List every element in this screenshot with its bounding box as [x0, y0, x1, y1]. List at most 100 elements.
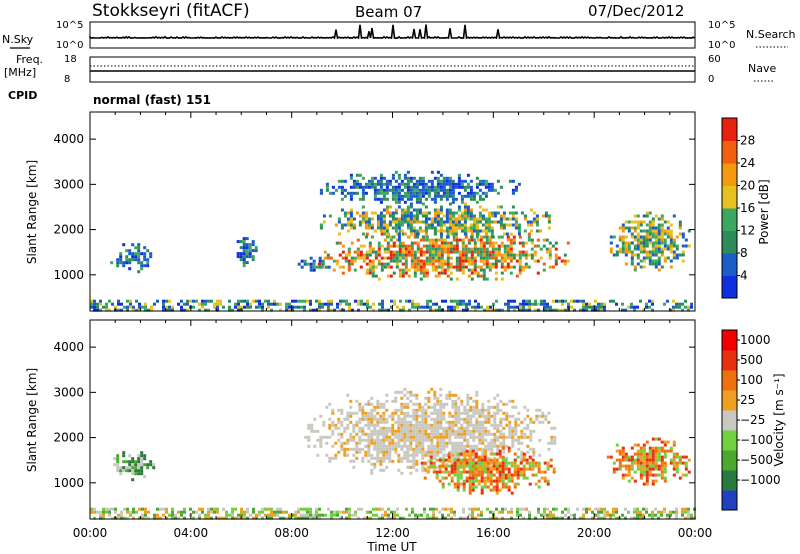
velocity-cell	[373, 405, 377, 409]
power-cell	[370, 226, 374, 230]
velocity-cell	[285, 510, 288, 514]
power-cell	[448, 229, 452, 233]
velocity-cell	[681, 507, 684, 511]
velocity-cell	[498, 467, 502, 471]
power-cell	[397, 205, 401, 209]
velocity-cell	[433, 444, 437, 448]
power-cell	[457, 220, 461, 224]
velocity-cell	[460, 399, 464, 403]
velocity-cell	[528, 510, 531, 514]
velocity-cell	[666, 516, 669, 520]
power-cell	[338, 241, 342, 245]
power-cell	[398, 250, 402, 254]
power-cell	[438, 305, 441, 309]
velocity-cell	[114, 507, 117, 511]
power-cell	[374, 265, 378, 269]
velocity-cell	[466, 402, 470, 406]
velocity-cell	[505, 402, 509, 406]
power-cell	[300, 265, 304, 269]
power-cell	[382, 223, 386, 227]
velocity-cell	[309, 513, 312, 517]
power-cell	[551, 244, 555, 248]
power-cell	[323, 250, 327, 254]
power-cell	[503, 256, 507, 260]
power-cell	[368, 265, 372, 269]
power-cell	[391, 194, 395, 198]
power-cell	[627, 241, 631, 245]
power-cell	[409, 220, 413, 224]
velocity-cell	[379, 429, 383, 433]
velocity-cell	[379, 414, 383, 418]
power-cell	[134, 252, 138, 256]
velocity-cell	[307, 423, 311, 427]
velocity-cell	[382, 432, 386, 436]
velocity-cell	[140, 472, 144, 476]
power-cell	[554, 262, 558, 266]
power-cell	[369, 305, 372, 309]
velocity-cell	[406, 402, 410, 406]
velocity-cell	[352, 435, 356, 439]
velocity-cell	[528, 516, 531, 520]
velocity-cell	[328, 402, 332, 406]
velocity-cell	[367, 459, 371, 463]
velocity-cell	[439, 387, 443, 391]
power-cell	[132, 308, 135, 312]
velocity-cell	[675, 470, 679, 474]
velocity-cell	[492, 488, 496, 492]
velocity-cell	[502, 432, 506, 436]
power-cell	[636, 241, 640, 245]
velocity-cell	[442, 441, 446, 445]
velocity-cell	[493, 435, 497, 439]
velocity-cell	[651, 482, 655, 486]
power-cell	[514, 220, 518, 224]
velocity-cell	[516, 507, 519, 511]
velocity-cell	[454, 453, 458, 457]
velocity-cell	[321, 513, 324, 517]
velocity-cell	[495, 464, 499, 468]
power-cell	[470, 268, 474, 272]
velocity-cell	[439, 393, 443, 397]
power-cell	[536, 238, 540, 242]
power-cell	[473, 259, 477, 263]
power-cell	[654, 241, 658, 245]
power-cell	[561, 299, 564, 303]
power-cell	[451, 214, 455, 218]
velocity-cell	[423, 476, 427, 480]
velocity-cell	[663, 467, 667, 471]
velocity-cell	[481, 450, 485, 454]
velocity-cell	[487, 414, 491, 418]
velocity-cell	[447, 507, 450, 511]
velocity-cell	[501, 485, 505, 489]
velocity-cell	[225, 516, 228, 520]
velocity-cell	[663, 440, 667, 444]
power-cell	[474, 299, 477, 303]
velocity-cell	[427, 435, 431, 439]
power-cell	[195, 299, 198, 303]
velocity-cell	[116, 463, 120, 467]
velocity-cell	[418, 450, 422, 454]
velocity-cell	[486, 479, 490, 483]
velocity-cell	[478, 447, 482, 451]
power-cell	[488, 268, 492, 272]
power-cell	[525, 302, 528, 306]
velocity-cell	[382, 414, 386, 418]
velocity-cell	[480, 513, 483, 517]
power-cell	[499, 223, 503, 227]
velocity-cell	[493, 423, 497, 427]
power-cell	[329, 256, 333, 260]
power-cell	[543, 302, 546, 306]
power-cell	[477, 305, 480, 309]
velocity-cell	[432, 470, 436, 474]
power-cell	[300, 259, 304, 263]
power-cell	[654, 214, 658, 218]
velocity-cell	[252, 516, 255, 520]
power-cell	[464, 265, 468, 269]
velocity-cell	[426, 470, 430, 474]
velocity-cell	[522, 455, 526, 459]
power-cell	[409, 214, 413, 218]
power-cell	[358, 197, 362, 201]
velocity-cell	[510, 491, 514, 495]
velocity-colorbar-tick-label: 1000	[740, 333, 771, 347]
power-cell	[486, 308, 489, 312]
power-cell	[433, 214, 437, 218]
